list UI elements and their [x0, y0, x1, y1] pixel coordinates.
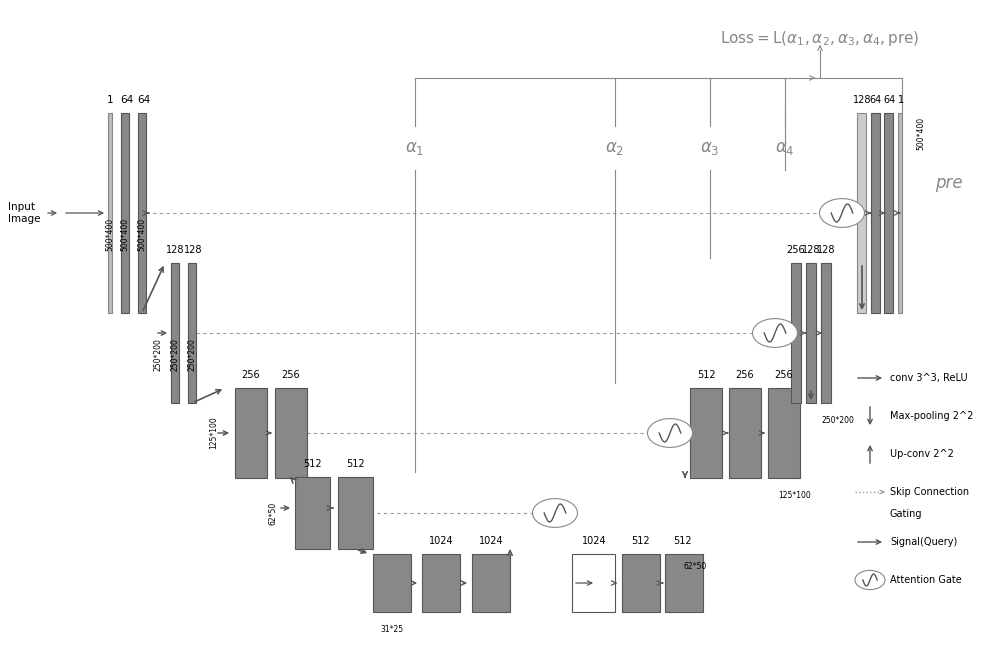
Text: 62*50: 62*50: [269, 502, 278, 524]
Text: conv 3^3, ReLU: conv 3^3, ReLU: [890, 373, 968, 383]
Text: 1024: 1024: [479, 536, 503, 546]
FancyBboxPatch shape: [472, 554, 510, 612]
Text: 500*400: 500*400: [916, 116, 925, 150]
FancyBboxPatch shape: [690, 388, 722, 478]
Text: 64: 64: [883, 95, 895, 105]
FancyBboxPatch shape: [665, 554, 703, 612]
Text: 512: 512: [346, 459, 365, 469]
Text: 250*200: 250*200: [822, 416, 854, 425]
Text: 250*200: 250*200: [170, 338, 180, 371]
Text: 500*400: 500*400: [120, 218, 130, 251]
FancyBboxPatch shape: [373, 554, 411, 612]
Text: 256: 256: [242, 370, 260, 380]
Text: 256: 256: [775, 370, 793, 380]
FancyBboxPatch shape: [884, 113, 893, 313]
Text: 256: 256: [787, 245, 805, 255]
Text: $\alpha_4$: $\alpha_4$: [775, 139, 795, 157]
Text: Attention Gate: Attention Gate: [890, 575, 962, 585]
FancyBboxPatch shape: [295, 477, 330, 549]
FancyBboxPatch shape: [857, 113, 866, 313]
Text: 1024: 1024: [429, 536, 453, 546]
Text: 512: 512: [303, 459, 322, 469]
Text: 1: 1: [898, 95, 904, 105]
FancyBboxPatch shape: [898, 113, 902, 313]
Text: 500*400: 500*400: [106, 218, 115, 251]
Text: Skip Connection: Skip Connection: [890, 487, 969, 497]
FancyBboxPatch shape: [622, 554, 660, 612]
Ellipse shape: [820, 198, 864, 227]
Text: 512: 512: [697, 370, 715, 380]
Text: 62*50: 62*50: [683, 562, 707, 571]
FancyBboxPatch shape: [870, 113, 880, 313]
Text: 1024: 1024: [582, 536, 606, 546]
Text: 128: 128: [853, 95, 871, 105]
Text: 512: 512: [673, 536, 691, 546]
Ellipse shape: [532, 498, 578, 528]
Text: 500*400: 500*400: [138, 218, 146, 251]
Text: 128: 128: [184, 245, 202, 255]
Text: 64: 64: [120, 95, 134, 105]
Text: $\alpha_3$: $\alpha_3$: [700, 139, 720, 157]
Ellipse shape: [648, 419, 692, 448]
FancyBboxPatch shape: [768, 388, 800, 478]
Text: 512: 512: [631, 536, 650, 546]
Text: 256: 256: [736, 370, 754, 380]
Ellipse shape: [753, 319, 798, 347]
FancyBboxPatch shape: [235, 388, 267, 478]
FancyBboxPatch shape: [275, 388, 307, 478]
Text: 64: 64: [137, 95, 151, 105]
Text: $\alpha_2$: $\alpha_2$: [605, 139, 625, 157]
Text: 128: 128: [802, 245, 820, 255]
FancyBboxPatch shape: [422, 554, 460, 612]
Text: 128: 128: [817, 245, 835, 255]
Ellipse shape: [855, 570, 885, 590]
FancyBboxPatch shape: [108, 113, 112, 313]
Text: 128: 128: [166, 245, 184, 255]
Text: 250*200: 250*200: [154, 338, 162, 371]
FancyBboxPatch shape: [791, 263, 801, 403]
Text: Up-conv 2^2: Up-conv 2^2: [890, 449, 954, 459]
Text: 64: 64: [870, 95, 882, 105]
Text: 1: 1: [107, 95, 113, 105]
Text: 256: 256: [282, 370, 300, 380]
Text: 31*25: 31*25: [380, 625, 404, 634]
Text: Max-pooling 2^2: Max-pooling 2^2: [890, 411, 973, 421]
Text: 250*200: 250*200: [188, 338, 196, 371]
Text: $\mathrm{Loss=L}(\alpha_1,\alpha_2,\alpha_3,\alpha_4,\mathrm{pre})$: $\mathrm{Loss=L}(\alpha_1,\alpha_2,\alph…: [720, 29, 920, 47]
FancyBboxPatch shape: [729, 388, 761, 478]
FancyBboxPatch shape: [138, 113, 146, 313]
Text: Input
Image: Input Image: [8, 202, 40, 224]
FancyBboxPatch shape: [806, 263, 816, 403]
FancyBboxPatch shape: [338, 477, 373, 549]
FancyBboxPatch shape: [188, 263, 196, 403]
Text: Signal(Query): Signal(Query): [890, 537, 957, 547]
Text: $\alpha_1$: $\alpha_1$: [405, 139, 425, 157]
Text: Gating: Gating: [890, 509, 922, 519]
Text: 125*100: 125*100: [209, 417, 218, 450]
FancyBboxPatch shape: [171, 263, 179, 403]
FancyBboxPatch shape: [572, 554, 615, 612]
Text: 125*100: 125*100: [779, 491, 811, 500]
FancyBboxPatch shape: [121, 113, 129, 313]
Text: pre: pre: [935, 174, 963, 192]
FancyBboxPatch shape: [821, 263, 831, 403]
